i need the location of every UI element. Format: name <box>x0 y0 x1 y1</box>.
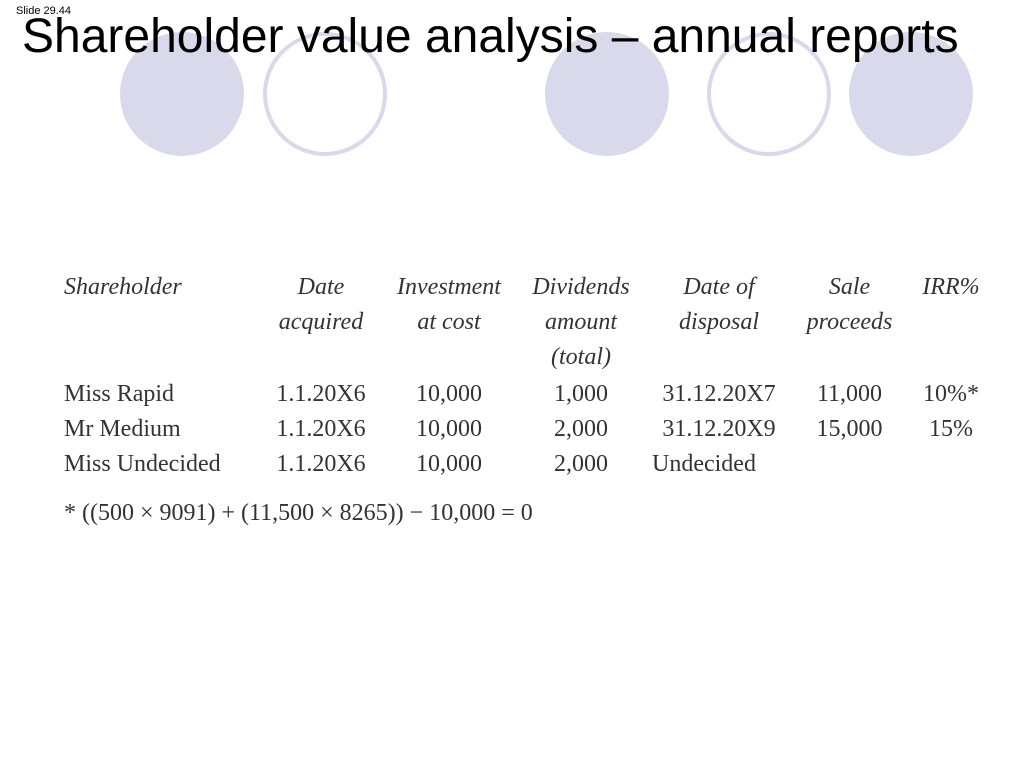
slide-title: Shareholder value analysis – annual repo… <box>22 10 959 63</box>
cell-shareholder: Miss Rapid <box>64 381 175 407</box>
cell-dividends: 1,000 <box>554 381 608 407</box>
cell-date-of-disposal: 31.12.20X7 <box>662 381 776 407</box>
shareholder-table: Shareholder Date acquired Investment at … <box>64 270 995 482</box>
cell-shareholder: Mr Medium <box>64 416 181 442</box>
col-header-date-acquired: Date acquired <box>278 274 364 335</box>
cell-date-acquired: 1.1.20X6 <box>276 451 366 477</box>
table-header-row: Shareholder Date acquired Investment at … <box>64 270 995 375</box>
decorative-circle-ring <box>707 32 831 156</box>
decorative-circle-filled <box>120 32 244 156</box>
cell-dividends: 2,000 <box>554 416 608 442</box>
cell-sale-proceeds <box>792 447 907 482</box>
col-header-irr: IRR% <box>922 274 980 300</box>
table-row: Miss Undecided 1.1.20X6 10,000 2,000 Und… <box>64 447 995 482</box>
col-header-date-of-disposal: Date of disposal <box>678 274 759 335</box>
cell-irr <box>907 447 995 482</box>
cell-date-of-disposal: 31.12.20X9 <box>662 416 776 442</box>
cell-date-acquired: 1.1.20X6 <box>276 381 366 407</box>
col-header-investment: Investment at cost <box>397 274 501 335</box>
col-header-dividends: Dividends amount (total) <box>532 274 630 370</box>
cell-irr: 15% <box>929 416 973 442</box>
cell-irr: 10%* <box>923 381 979 407</box>
col-header-sale-proceeds: Sale proceeds <box>806 274 893 335</box>
decorative-circle-filled <box>545 32 669 156</box>
slide-number: Slide 29.44 <box>16 5 72 17</box>
cell-investment: 10,000 <box>416 451 482 477</box>
cell-investment: 10,000 <box>416 416 482 442</box>
cell-dividends: 2,000 <box>554 451 608 477</box>
cell-date-acquired: 1.1.20X6 <box>276 416 366 442</box>
decorative-circle-ring <box>263 32 387 156</box>
cell-sale-proceeds: 15,000 <box>816 416 883 442</box>
cell-shareholder: Miss Undecided <box>64 451 221 477</box>
col-header-shareholder: Shareholder <box>64 274 182 300</box>
table-row: Miss Rapid 1.1.20X6 10,000 1,000 31.12.2… <box>64 375 995 412</box>
cell-sale-proceeds: 11,000 <box>816 381 883 407</box>
irr-footnote: * ((500 × 9091) + (11,500 × 8265)) − 10,… <box>64 500 533 526</box>
cell-investment: 10,000 <box>416 381 482 407</box>
cell-date-of-disposal: Undecided <box>652 451 756 477</box>
table-row: Mr Medium 1.1.20X6 10,000 2,000 31.12.20… <box>64 412 995 447</box>
decorative-circle-filled <box>849 32 973 156</box>
